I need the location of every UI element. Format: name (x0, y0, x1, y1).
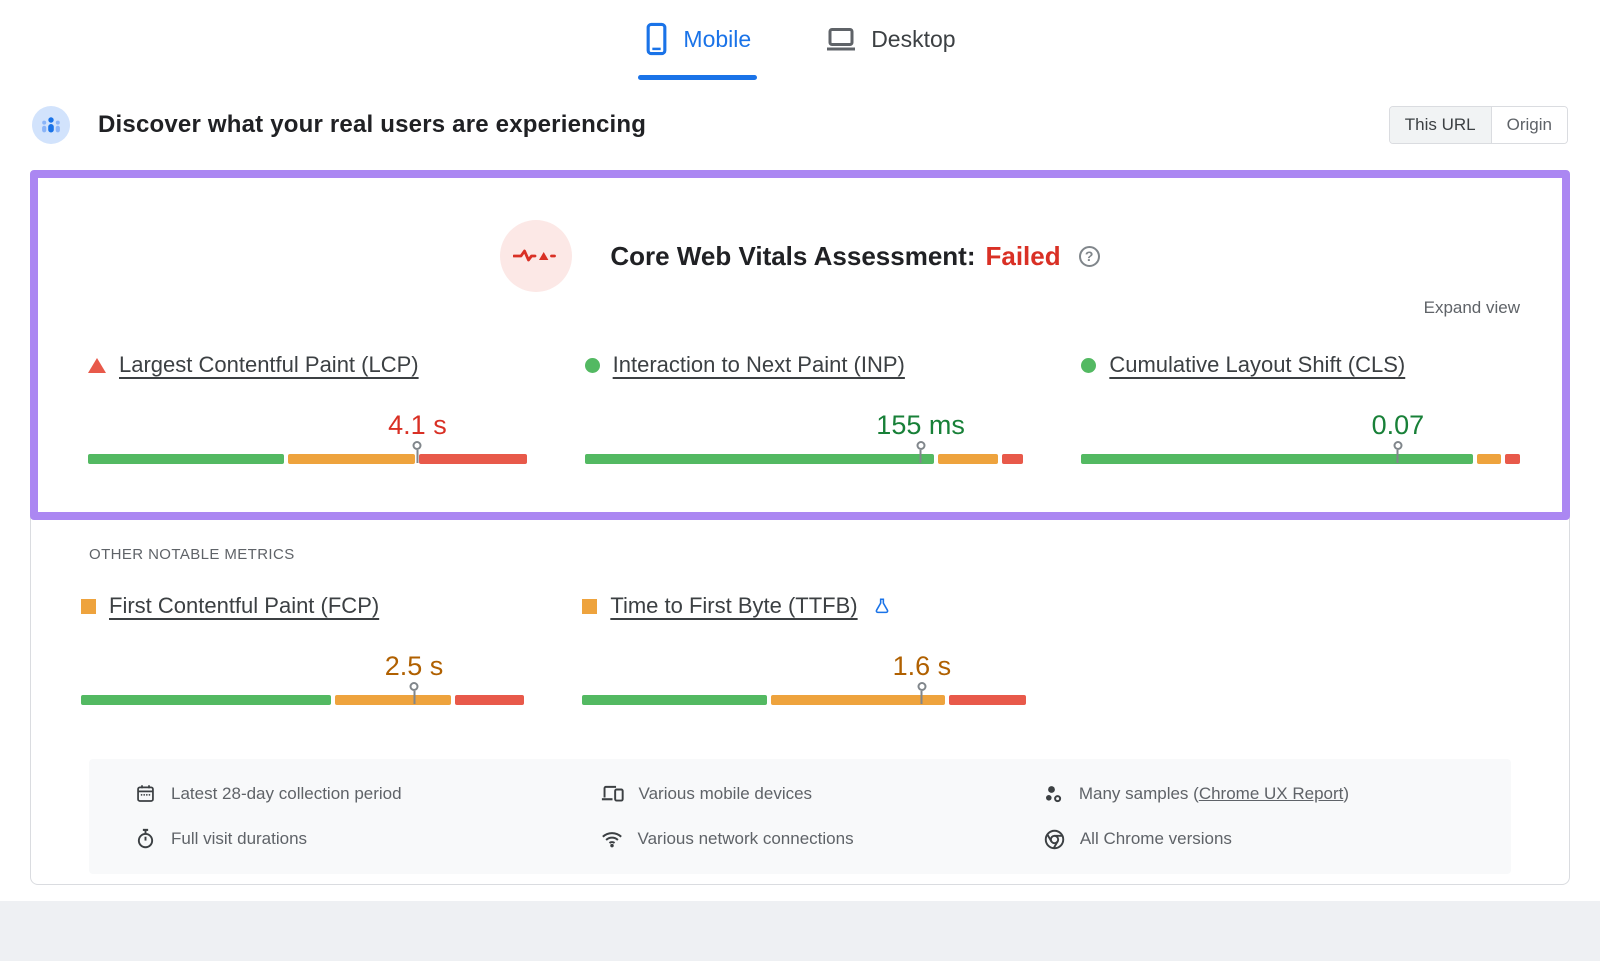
p75-marker (412, 441, 422, 463)
distribution-bar (582, 695, 1026, 705)
field-data-header: Discover what your real users are experi… (32, 106, 1568, 144)
page-title: Discover what your real users are experi… (98, 111, 647, 138)
assessment-row: Core Web Vitals Assessment: Failed ? (80, 220, 1520, 292)
field-data-card: Core Web Vitals Assessment: Failed ? Exp… (30, 170, 1570, 885)
core-web-vitals-section: Core Web Vitals Assessment: Failed ? Exp… (30, 170, 1570, 520)
expand-view-button[interactable]: Expand view (1423, 298, 1520, 317)
metric-fcp: First Contentful Paint (FCP) 2.5 s (81, 593, 525, 705)
info-text: Various mobile devices (638, 783, 813, 803)
wifi-icon (601, 831, 622, 847)
metric-label-link[interactable]: Cumulative Layout Shift (CLS) (1109, 352, 1406, 377)
metric-status-icon (584, 357, 600, 373)
experimental-flask-icon[interactable] (873, 596, 891, 616)
metric-label-link[interactable]: Interaction to Next Paint (INP) (612, 352, 905, 377)
calendar-icon (137, 785, 154, 802)
toggle-this-url[interactable]: This URL (1389, 107, 1491, 143)
metric-label-link[interactable]: Largest Contentful Paint (LCP) (119, 352, 419, 377)
url-origin-toggle: This URL Origin (1388, 106, 1568, 144)
core-metrics-grid: Largest Contentful Paint (LCP) 4.1 s Int… (80, 352, 1520, 464)
samples-icon (1045, 785, 1061, 802)
chrome-ux-report-link[interactable]: Chrome UX Report (1198, 783, 1344, 803)
bar-segment-needs-improvement (287, 454, 415, 464)
distribution-bar (88, 454, 527, 464)
info-text: All Chrome versions (1079, 829, 1232, 848)
info-network-connections: Various network connections (601, 828, 1044, 850)
p75-marker (917, 682, 927, 704)
metric-label-link[interactable]: Time to First Byte (TTFB) (610, 593, 858, 618)
tab-desktop-label: Desktop (871, 25, 956, 52)
bar-segment-needs-improvement (771, 695, 946, 705)
tab-mobile[interactable]: Mobile (638, 18, 757, 80)
bar-segment-poor (949, 695, 1026, 705)
metric-value: 155 ms (876, 410, 965, 440)
bar-segment-good (88, 454, 284, 464)
distribution-bar (584, 454, 1024, 464)
assessment-icon (500, 220, 573, 292)
distribution-bar (1081, 454, 1520, 464)
info-samples: Many samples (Chrome UX Report) (1044, 783, 1465, 804)
users-icon (32, 106, 70, 144)
bar-segment-good (582, 695, 768, 705)
metric-value: 2.5 s (384, 651, 444, 681)
desktop-icon (827, 27, 856, 50)
assessment-status: Failed (985, 240, 1061, 271)
chrome-icon (1044, 829, 1065, 849)
metric-status-icon (81, 598, 96, 614)
metric-ttfb: Time to First Byte (TTFB) 1.6 s (582, 593, 1026, 705)
bar-segment-poor (1504, 454, 1520, 464)
info-chrome-versions: All Chrome versions (1044, 828, 1465, 850)
assessment-title: Core Web Vitals Assessment: (610, 240, 976, 271)
info-visit-durations: Full visit durations (135, 828, 601, 850)
p75-marker (409, 682, 419, 704)
info-text: Latest 28-day collection period (171, 783, 402, 803)
toggle-origin[interactable]: Origin (1490, 107, 1567, 143)
tab-mobile-label: Mobile (683, 25, 752, 52)
bar-segment-poor (418, 454, 527, 464)
other-metrics-grid: First Contentful Paint (FCP) 2.5 s Time … (73, 593, 1527, 705)
stopwatch-icon (137, 828, 154, 849)
metric-cls: Cumulative Layout Shift (CLS) 0.07 (1081, 352, 1520, 464)
bar-segment-good (81, 695, 332, 705)
bar-segment-poor (454, 695, 525, 705)
device-tabs: Mobile Desktop (0, 0, 1600, 80)
metric-status-icon (582, 598, 598, 614)
bar-segment-good (584, 454, 934, 464)
devices-icon (601, 785, 624, 802)
metric-status-icon (88, 357, 106, 373)
bar-segment-good (1081, 454, 1474, 464)
info-text: Various network connections (637, 829, 854, 848)
metric-value: 0.07 (1371, 410, 1425, 440)
metric-label-link[interactable]: First Contentful Paint (FCP) (109, 593, 380, 618)
page-background (0, 901, 1600, 961)
info-text: Full visit durations (171, 829, 308, 848)
samples-suffix: ) (1343, 783, 1350, 803)
info-mobile-devices: Various mobile devices (601, 783, 1044, 804)
info-text: Many samples (Chrome UX Report) (1079, 784, 1349, 804)
other-metrics-section: OTHER NOTABLE METRICS First Contentful P… (31, 546, 1569, 874)
bar-segment-needs-improvement (937, 454, 998, 464)
collection-info-strip: Latest 28-day collection period Various … (89, 759, 1511, 874)
other-metrics-label: OTHER NOTABLE METRICS (89, 546, 295, 563)
p75-marker (916, 441, 926, 463)
metric-inp: Interaction to Next Paint (INP) 155 ms (584, 352, 1024, 464)
metric-status-icon (1081, 357, 1097, 373)
metric-value: 4.1 s (388, 410, 447, 440)
help-icon[interactable]: ? (1078, 245, 1100, 267)
distribution-bar (81, 695, 525, 705)
metric-value: 1.6 s (892, 651, 952, 681)
info-collection-period: Latest 28-day collection period (135, 783, 601, 804)
metric-lcp: Largest Contentful Paint (LCP) 4.1 s (88, 352, 527, 464)
p75-marker (1393, 441, 1403, 463)
bar-segment-needs-improvement (1477, 454, 1501, 464)
mobile-icon (647, 22, 667, 56)
samples-prefix: Many samples ( (1078, 783, 1199, 803)
bar-segment-poor (1001, 454, 1024, 464)
bar-segment-needs-improvement (335, 695, 451, 705)
tab-desktop[interactable]: Desktop (819, 18, 961, 80)
